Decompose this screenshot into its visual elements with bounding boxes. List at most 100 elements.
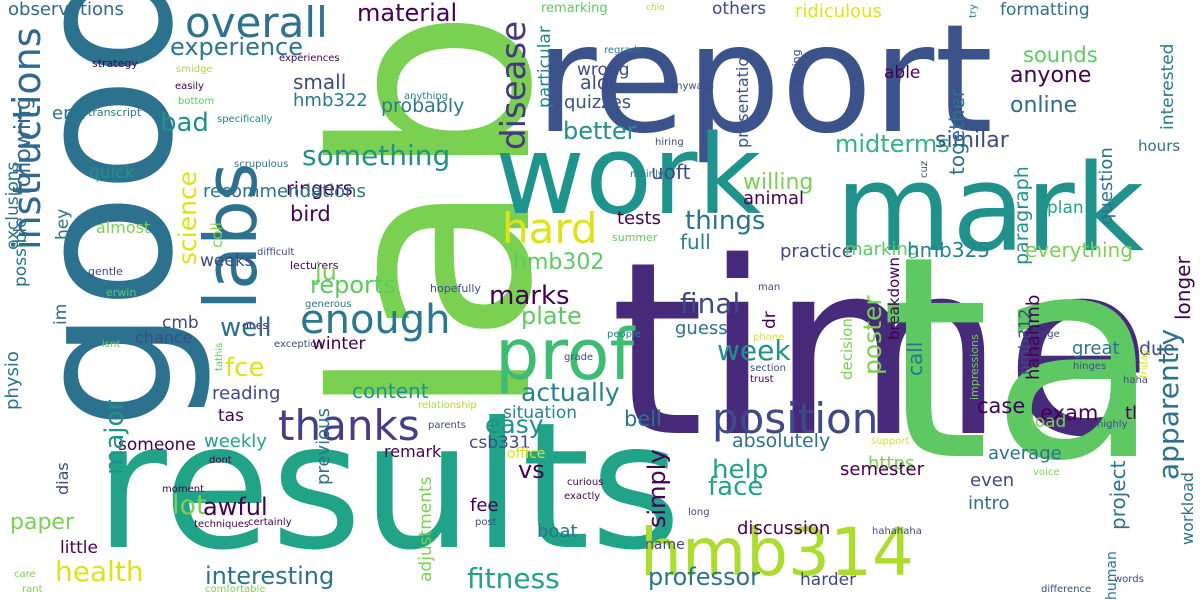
word-results: results [95, 386, 682, 589]
word-material: material [357, 0, 458, 27]
word-question: question [1096, 147, 1117, 225]
word-easily: easily [175, 81, 204, 92]
word-hiring: hiring [655, 137, 684, 148]
word-major: major [100, 399, 130, 475]
word-together: together [945, 88, 969, 175]
word-impressions: impressions [968, 334, 981, 400]
word-simply: simply [643, 449, 671, 528]
word-science: science [173, 170, 202, 265]
word-ones: ones [242, 319, 269, 332]
word-time: time [610, 210, 1153, 490]
word-anyways: anyways [670, 81, 714, 92]
word-gentle: gentle [88, 265, 123, 278]
word-grade: grade [564, 352, 594, 363]
word-probably: probably [381, 95, 465, 117]
word-vs: vs [518, 456, 545, 484]
word-cmb: cmb [162, 313, 199, 333]
word-dont: dont [209, 455, 232, 466]
word-hours: hours [1138, 137, 1181, 155]
word-semester: semester [840, 459, 924, 480]
word-relationship: relationship [418, 400, 477, 411]
word-mark: mark [835, 140, 1145, 279]
word-im: im [51, 303, 71, 325]
word-almost: almost [96, 218, 151, 237]
word-haha: haha [1123, 375, 1148, 386]
word-position: position [712, 394, 879, 443]
word-hinges: hinges [1073, 361, 1107, 372]
word-scrupulous: scrupulous [234, 159, 289, 170]
word-longer: longer [1171, 256, 1195, 320]
word-call: call [903, 341, 927, 376]
word-name: name [645, 537, 685, 553]
word-people: people [607, 329, 641, 340]
word-disease: disease [494, 20, 534, 150]
word-weeks: weeks [200, 251, 254, 271]
word-able: able [884, 63, 921, 83]
word-even: even [970, 470, 1015, 491]
word-chio: chio [646, 3, 665, 13]
word-hmb302: hmb302 [513, 250, 605, 275]
word-particular: particular [535, 26, 555, 108]
word-average: average [988, 443, 1062, 464]
word-mainly: mainly [630, 169, 664, 180]
word-poster: poster [858, 295, 887, 375]
word-previous: previous [313, 408, 334, 485]
word-quizzes: quizzes [564, 92, 632, 113]
word-boat: boat [537, 521, 578, 542]
word-long: long [688, 507, 710, 518]
word-willing: willing [743, 170, 814, 195]
word-wrong: wrong [577, 60, 630, 80]
word-remark: remark [384, 442, 442, 461]
word-winter: winter [312, 334, 366, 354]
word-face: face [708, 472, 764, 502]
word-practice: practice [780, 241, 853, 262]
word-final: final [680, 287, 741, 320]
word-overall: overall [185, 0, 328, 47]
word-everything: everything [1025, 238, 1133, 262]
word-curious: curious [567, 477, 604, 488]
word-formatting: formatting [1000, 0, 1090, 20]
word-cuz: cuz [919, 160, 930, 178]
word-alot: alot [580, 72, 616, 94]
word-lecturers: lecturers [290, 259, 339, 272]
word-bad: bad [160, 108, 209, 138]
word-great: great [1072, 338, 1120, 359]
word-project: project [1106, 460, 1130, 530]
word-chance: chance [135, 328, 193, 347]
word-moment: moment [162, 484, 205, 495]
word-hahahaha: hahahaha [872, 526, 922, 537]
word-anything: anything [404, 91, 449, 102]
word-change: change [1023, 329, 1060, 340]
word-difficult: difficult [257, 247, 295, 258]
word-certainly: certainly [248, 517, 292, 528]
word-professor: professor [648, 563, 761, 591]
word-csb331: csb331 [469, 433, 531, 453]
word-try: try [968, 4, 979, 18]
word-hahahmb: hahahmb [1023, 294, 1044, 380]
word-marking: marking [845, 239, 920, 260]
word-due: due [1139, 338, 1175, 360]
word-hard: hard [502, 204, 598, 253]
word-report: report [535, 0, 994, 167]
word-prof: prof [495, 314, 635, 396]
word-animal: animal [743, 188, 805, 209]
word-presentation: presentation [733, 46, 752, 148]
word-dias: dias [53, 462, 72, 495]
word-phone: phone [753, 332, 785, 343]
word-hmb322: hmb322 [293, 90, 368, 111]
word-weekly: weekly [204, 431, 267, 452]
word-fee: fee [470, 495, 499, 516]
word-office: office [507, 446, 546, 462]
word-awful: awful [203, 493, 268, 521]
word-health: health [55, 555, 144, 588]
word-strategy: strategy [92, 57, 138, 70]
word-others: others [712, 0, 767, 19]
word-section: section [750, 363, 787, 374]
word-care: care [14, 569, 36, 580]
word-experiences: experiences [279, 53, 340, 64]
word-parents: parents [428, 420, 466, 431]
word-exception: exception [274, 339, 323, 350]
word-isnt: isnt [102, 339, 121, 350]
word-fce: fce [225, 353, 265, 383]
word-interesting: interesting [205, 562, 335, 590]
